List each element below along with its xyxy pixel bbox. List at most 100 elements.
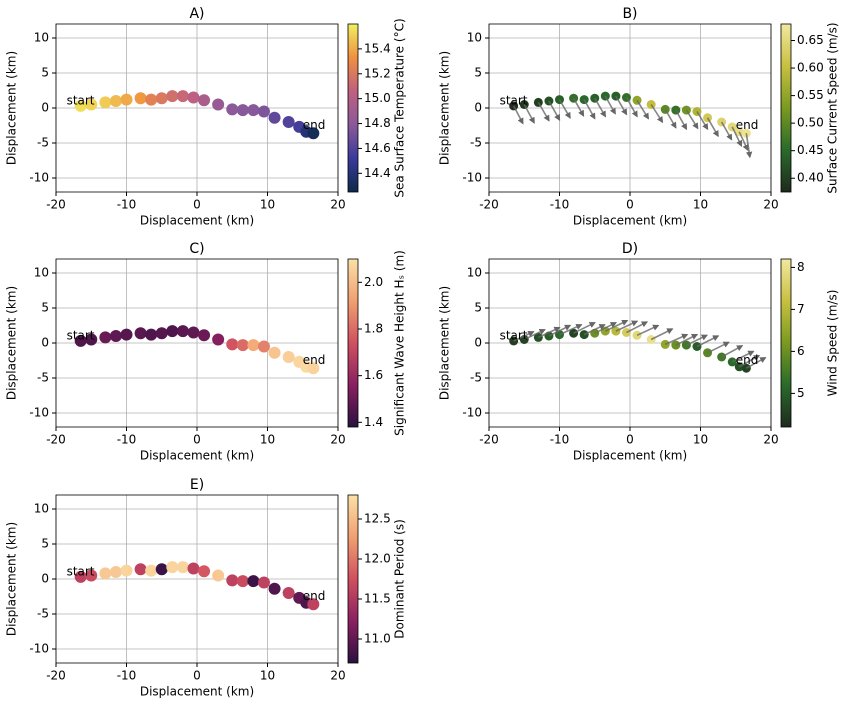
- arrow: [559, 323, 583, 336]
- y-tick-label: -5: [37, 371, 49, 385]
- point: [282, 351, 295, 363]
- annotation: start: [500, 94, 528, 108]
- arrow: [636, 324, 660, 337]
- point: [145, 328, 158, 341]
- arrow: [675, 333, 699, 346]
- point: [166, 325, 179, 338]
- annotation: end: [736, 353, 759, 367]
- point: [109, 566, 122, 578]
- point: [268, 582, 281, 595]
- y-tick-label: 5: [41, 537, 49, 551]
- arrow: [594, 97, 607, 118]
- point: [226, 338, 239, 351]
- point: [176, 90, 189, 103]
- annotation: end: [736, 118, 759, 132]
- plot-area: [74, 90, 320, 140]
- y-tick-label: 10: [467, 266, 482, 280]
- arrow: [512, 105, 524, 125]
- x-tick-label: -10: [550, 198, 570, 212]
- point: [187, 91, 200, 104]
- point: [74, 99, 87, 112]
- arrow: [594, 321, 618, 334]
- point: [257, 576, 270, 589]
- point: [307, 127, 320, 140]
- arrow: [707, 341, 730, 354]
- point: [247, 575, 260, 588]
- colorbar-tick-label: 0.65: [797, 33, 824, 47]
- x-tick-label: 10: [260, 433, 275, 447]
- arrow: [523, 328, 546, 341]
- x-tick-label: -20: [479, 433, 499, 447]
- x-tick-label: 20: [330, 198, 345, 212]
- colorbar-label: Significant Wave Height Hₛ (m): [393, 250, 407, 436]
- title: B): [622, 6, 637, 22]
- y-tick-label: 0: [474, 101, 482, 115]
- point: [727, 122, 737, 132]
- point: [236, 339, 249, 352]
- colorbar-tick-label: 2.0: [364, 275, 383, 289]
- arrow: [675, 109, 688, 131]
- point: [268, 111, 281, 124]
- arrow: [626, 321, 649, 334]
- point: [74, 570, 87, 583]
- annotation: end: [303, 589, 326, 603]
- colorbar-tick-label: 0.45: [797, 143, 824, 157]
- arrow: [636, 99, 650, 120]
- point: [176, 561, 189, 574]
- point: [134, 92, 147, 105]
- colorbar-tick-label: 15.0: [364, 91, 391, 105]
- arrow: [583, 324, 606, 336]
- arrow: [558, 99, 571, 119]
- arrow: [745, 133, 753, 159]
- y-tick-label: 10: [467, 31, 482, 45]
- point: [187, 562, 200, 575]
- x-tick-label: -10: [117, 669, 137, 683]
- colorbar-tick-label: 0.50: [797, 116, 824, 130]
- point: [247, 339, 260, 352]
- y-tick-label: -10: [29, 406, 49, 420]
- colorbar-tick-label: 1.6: [364, 368, 383, 382]
- annotation: end: [303, 118, 326, 132]
- y-tick-label: 5: [41, 66, 49, 80]
- colorbar-tick-label: 0.40: [797, 171, 824, 185]
- arrow: [738, 354, 761, 368]
- point: [155, 92, 168, 105]
- colorbar-tick-label: 11.0: [364, 632, 391, 646]
- arrow: [696, 335, 720, 348]
- point: [212, 569, 225, 582]
- colorbar-tick-label: 12.0: [364, 552, 391, 566]
- arrow: [745, 356, 767, 369]
- x-tick-label: 0: [626, 433, 634, 447]
- y-tick-label: -5: [470, 136, 482, 150]
- point: [212, 333, 225, 346]
- colorbar-tick-label: 6: [797, 344, 805, 358]
- colorbar: [347, 494, 359, 664]
- point: [99, 96, 112, 109]
- point: [282, 116, 295, 128]
- colorbar: [347, 23, 359, 193]
- arrow: [523, 104, 535, 124]
- title: D): [622, 241, 638, 257]
- x-tick-label: 10: [260, 198, 275, 212]
- point: [74, 334, 87, 347]
- arrow: [696, 111, 709, 131]
- arrow: [583, 99, 596, 120]
- arrow: [572, 97, 585, 117]
- y-tick-label: -10: [462, 406, 482, 420]
- y-axis-label: Displacement (km): [5, 286, 19, 400]
- arrow: [664, 333, 689, 346]
- y-axis-label: Displacement (km): [438, 286, 452, 400]
- x-tick-label: 0: [193, 198, 201, 212]
- arrow: [513, 331, 535, 342]
- point: [282, 587, 295, 599]
- x-axis-label: Displacement (km): [140, 449, 254, 463]
- point: [236, 575, 249, 588]
- point: [85, 98, 98, 111]
- x-tick-label: 20: [330, 433, 345, 447]
- y-tick-label: 0: [41, 572, 49, 586]
- x-tick-label: -10: [117, 433, 137, 447]
- x-tick-label: 10: [693, 433, 708, 447]
- point: [99, 331, 112, 344]
- colorbar-tick-label: 14.6: [364, 141, 391, 155]
- colorbar-tick-label: 15.2: [364, 66, 391, 80]
